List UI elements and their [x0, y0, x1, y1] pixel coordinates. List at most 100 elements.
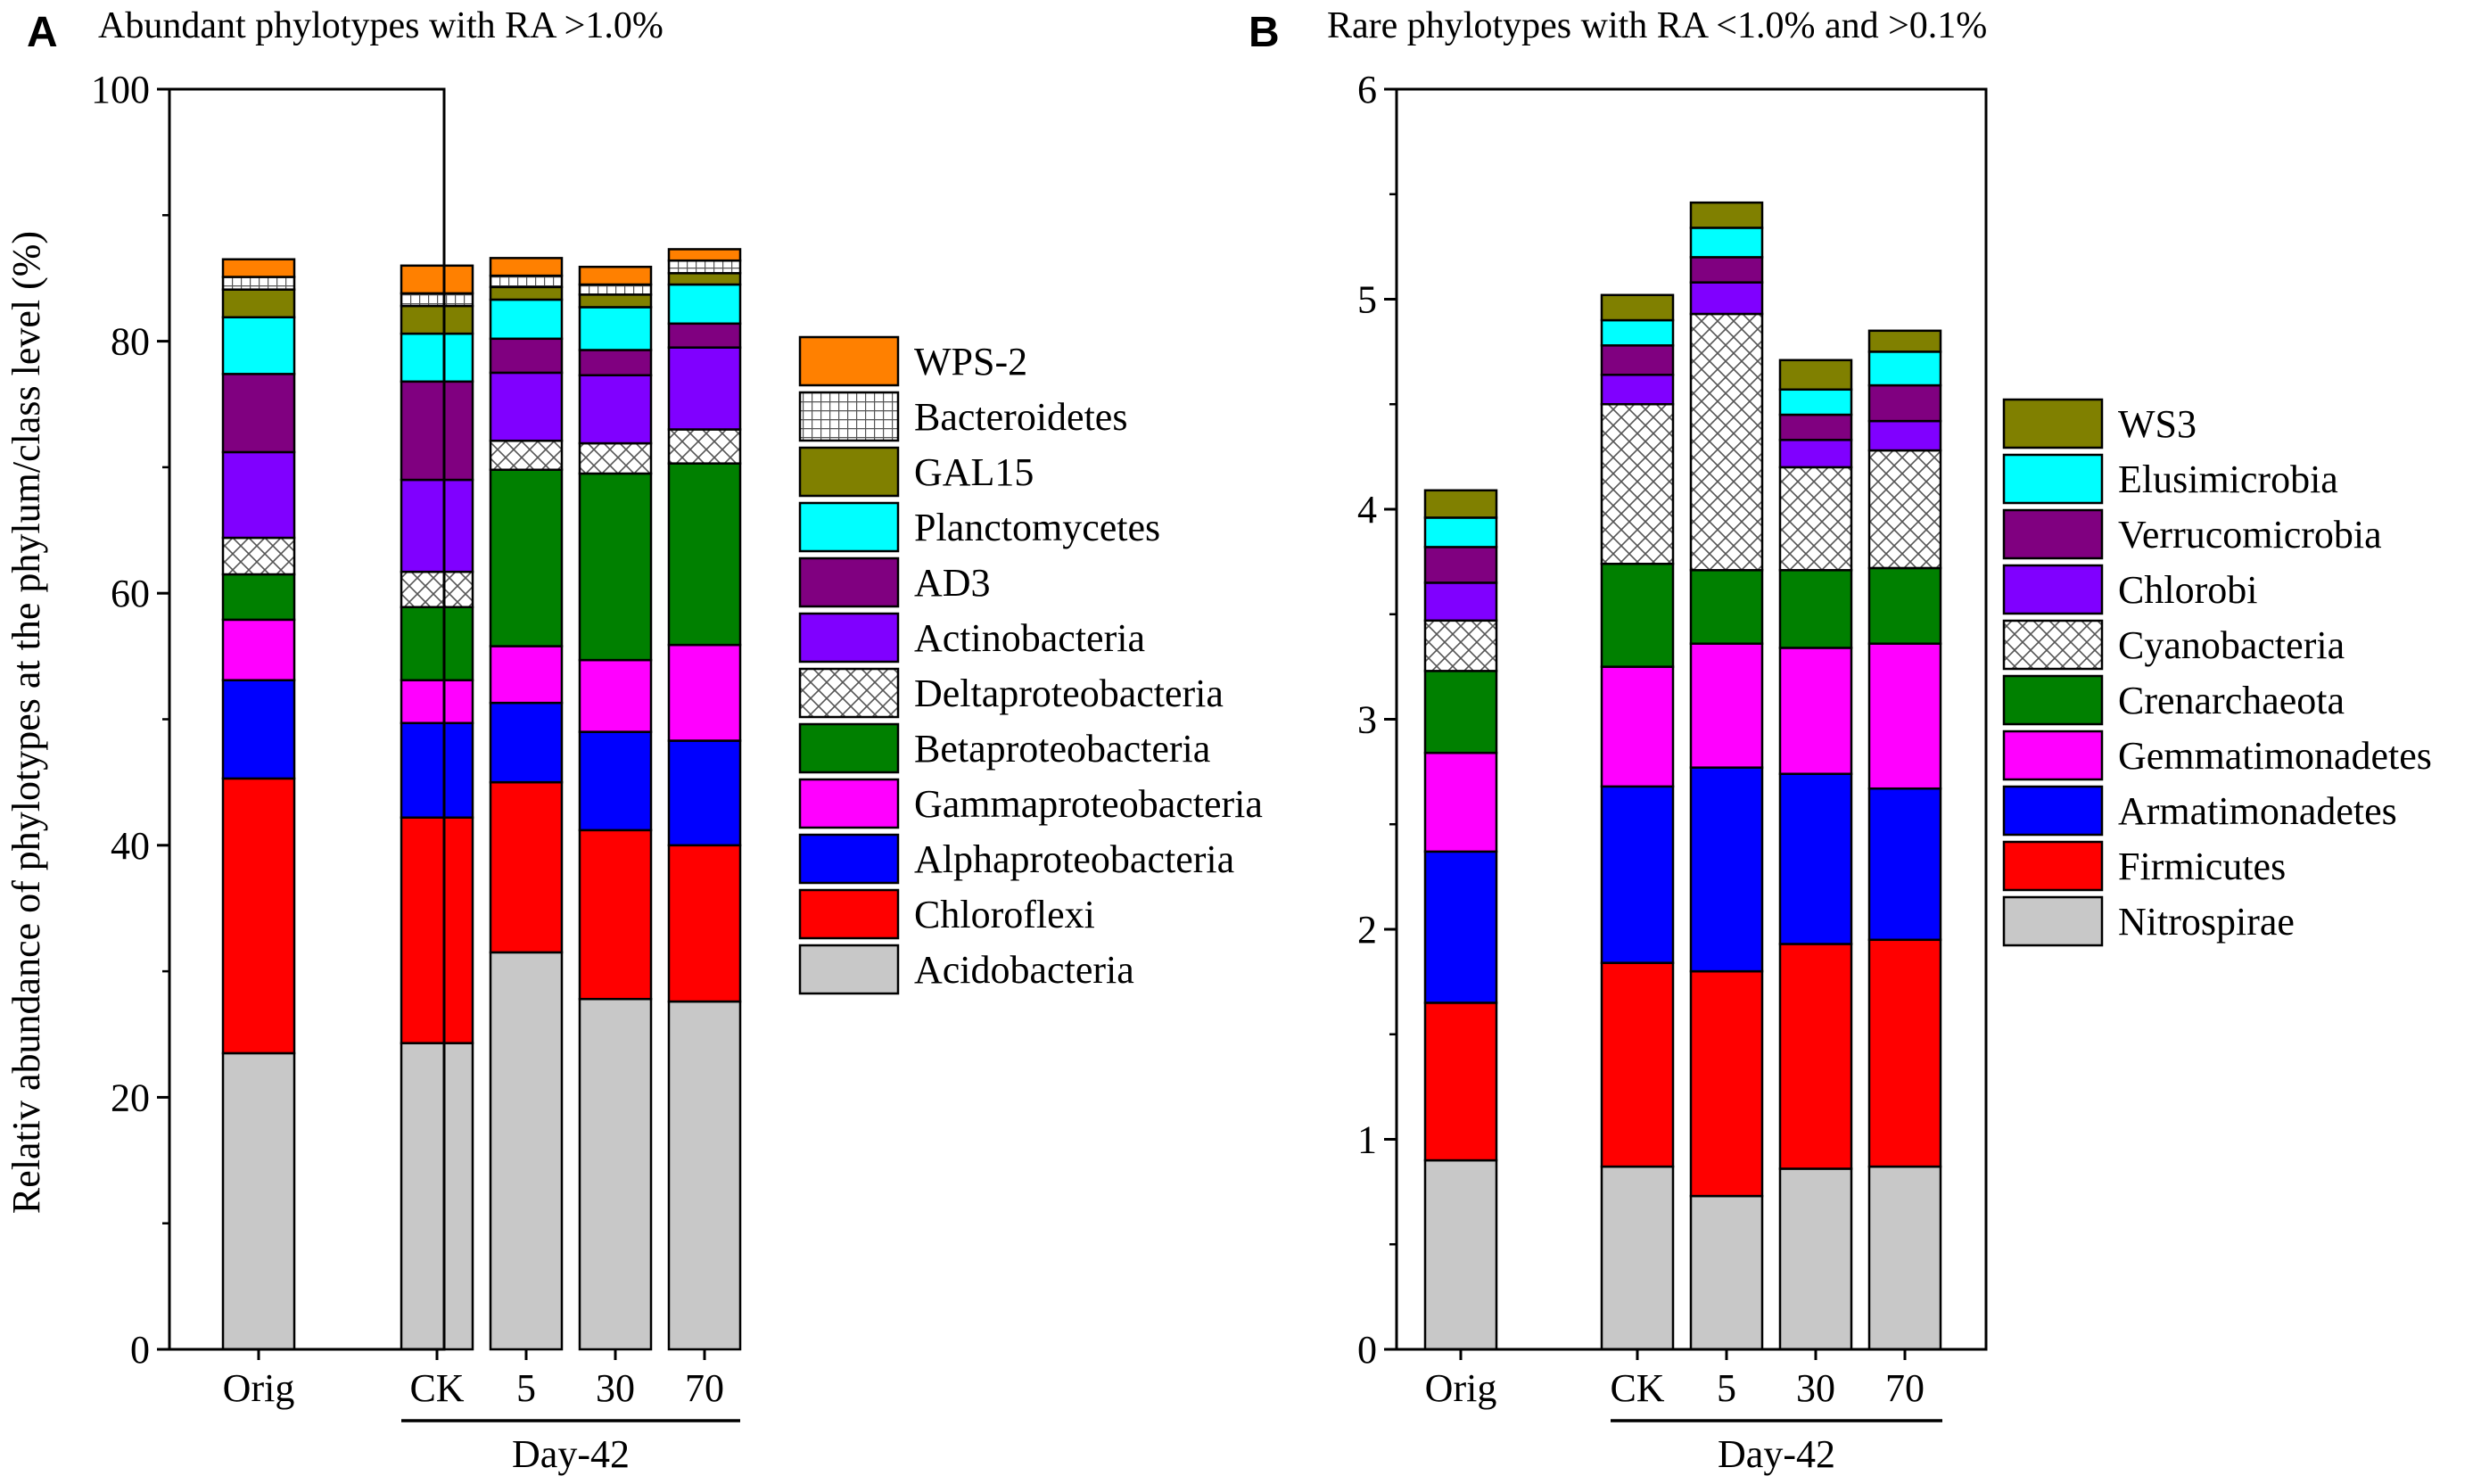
panel-b-x-category-label: Orig	[1425, 1366, 1497, 1410]
panel-a-legend-swatch-acidobacteria	[798, 944, 900, 995]
panel-b-bar-5-chlorobi	[1689, 281, 1764, 316]
panel-a-legend-label-chloroflexi: Chloroflexi	[914, 893, 1095, 936]
panel-b-bar-ck-gemmatimonadetes	[1600, 665, 1675, 788]
panel-b-bar-5-crenarchaeota	[1689, 569, 1764, 645]
panel-a-bar-30-gal15	[578, 293, 653, 309]
panel-a-legend-label-gal15: GAL15	[914, 450, 1034, 494]
panel-a-bar-30-gammaproteobacteria	[578, 658, 653, 733]
panel-a-x-category-label: 5	[516, 1366, 536, 1410]
panel-a-bar-orig-gammaproteobacteria	[221, 618, 296, 681]
panel-b-y-tick-label: 6	[1357, 68, 1377, 111]
panel-a-bar-70-betaproteobacteria	[667, 462, 742, 647]
panel-a-bar-5-betaproteobacteria	[489, 468, 564, 647]
panel-b-legend-swatch-crenarchaeota	[2002, 674, 2104, 726]
panel-b-legend-label-ws3: WS3	[2118, 402, 2197, 446]
panel-a-label: A	[27, 9, 58, 56]
panel-b-bar-ck-cyanobacteria	[1600, 403, 1675, 565]
panel-a-bar-30-bacteroidetes	[578, 283, 653, 296]
panel-a-bar-30-wps-2	[578, 265, 653, 286]
panel-b-bar-5-gemmatimonadetes	[1689, 642, 1764, 769]
panel-b-bar-ck-firmicutes	[1600, 961, 1675, 1168]
panel-b-bar-orig-verrucomicrobia	[1423, 546, 1498, 584]
panel-a-bar-70-chloroflexi	[667, 844, 742, 1003]
panel-a-legend-label-alphaproteobacteria: Alphaproteobacteria	[914, 837, 1234, 881]
panel-a-bar-70-gal15	[667, 272, 742, 286]
panel-b-bar-5-cyanobacteria	[1689, 312, 1764, 572]
panel-b-bar-orig-elusimicrobia	[1423, 516, 1498, 548]
panel-b-x-category-label: 30	[1796, 1366, 1835, 1410]
panel-b-group-label: Day-42	[1718, 1432, 1835, 1476]
panel-b-x-category-label: 70	[1885, 1366, 1925, 1410]
panel-a-legend-swatch-ad3	[798, 556, 900, 608]
panel-b-legend-swatch-cyanobacteria	[2002, 619, 2104, 671]
panel-a-bar-orig-planctomycetes	[221, 316, 296, 375]
panel-a-bar-5-alphaproteobacteria	[489, 701, 564, 784]
panel-a-legend-label-acidobacteria: Acidobacteria	[914, 948, 1134, 992]
panel-a-x-category-label: 70	[685, 1366, 724, 1410]
panel-a-bar-ck-betaproteobacteria	[400, 606, 474, 681]
panel-b-legend-swatch-firmicutes	[2002, 840, 2104, 892]
panel-a-bar-5-actinobacteria	[489, 371, 564, 442]
panel-b-legend-label-elusimicrobia: Elusimicrobia	[2118, 458, 2338, 501]
panel-a-x-category-label: CK	[409, 1366, 464, 1410]
panel-b-bar-ck-ws3	[1600, 293, 1675, 322]
panel-b-bar-orig-firmicutes	[1423, 1002, 1498, 1162]
panel-a-bar-30-ad3	[578, 349, 653, 377]
panel-b-x-category-label: 5	[1717, 1366, 1736, 1410]
panel-a-bar-5-wps-2	[489, 257, 564, 277]
panel-a-legend-swatch-alphaproteobacteria	[798, 833, 900, 885]
panel-a-bar-orig-gal15	[221, 288, 296, 319]
panel-a-legend-swatch-wps-2	[798, 335, 900, 387]
panel-a-bar-5-gammaproteobacteria	[489, 645, 564, 705]
panel-b-legend-swatch-ws3	[2002, 398, 2104, 449]
panel-b-legend-swatch-gemmatimonadetes	[2002, 730, 2104, 781]
panel-a-bar-ck-chloroflexi	[400, 816, 474, 1044]
panel-b-bar-70-chlorobi	[1867, 419, 1942, 452]
panel-b-plot: 0 1 2 3 4 5 6 Orig CK 5 30 70 Day-42	[1357, 68, 1988, 1476]
panel-a-bar-30-chloroflexi	[578, 829, 653, 1001]
panel-a-bar-ck-wps-2	[400, 264, 474, 295]
panel-a-bar-orig-betaproteobacteria	[221, 573, 296, 622]
panel-b-x-category-label: CK	[1610, 1366, 1664, 1410]
panel-b-y-tick-label: 2	[1357, 908, 1377, 952]
panel-a-bar-orig-chloroflexi	[221, 777, 296, 1055]
panel-a-legend-label-deltaproteobacteria: Deltaproteobacteria	[914, 672, 1224, 715]
panel-a-bar-5-ad3	[489, 337, 564, 375]
panel-a-title: Abundant phylotypes with RA >1.0%	[98, 5, 664, 46]
panel-b-bar-70-verrucomicrobia	[1867, 383, 1942, 423]
panel-a-bar-ck-bacteroidetes	[400, 292, 474, 308]
panel-b-legend-label-crenarchaeota: Crenarchaeota	[2118, 679, 2345, 722]
panel-a-y-axis-label: Relativ abundance of phylotypes at the p…	[4, 231, 48, 1214]
panel-b-bar-5-firmicutes	[1689, 969, 1764, 1198]
panel-a-legend-swatch-bacteroidetes	[798, 391, 900, 442]
panel-b-legend-label-cyanobacteria: Cyanobacteria	[2118, 623, 2345, 667]
panel-b-bar-70-crenarchaeota	[1867, 566, 1942, 645]
panel-a-bar-30-deltaproteobacteria	[578, 441, 653, 475]
panel-b-bar-70-ws3	[1867, 329, 1942, 353]
panel-a-legend-label-actinobacteria: Actinobacteria	[914, 616, 1145, 660]
panel-a-legend-label-planctomycetes: Planctomycetes	[914, 506, 1160, 549]
panel-b-legend-label-chlorobi: Chlorobi	[2118, 568, 2257, 612]
panel-b-bar-70-armatimonadetes	[1867, 787, 1942, 942]
panel-a-bar-orig-ad3	[221, 373, 296, 454]
panel-a-bar-30-acidobacteria	[578, 997, 653, 1351]
panel-a-legend-swatch-planctomycetes	[798, 501, 900, 553]
panel-a-bar-5-acidobacteria	[489, 951, 564, 1351]
panel-a-bar-orig-wps-2	[221, 258, 296, 278]
panel-b-bar-70-cyanobacteria	[1867, 449, 1942, 570]
panel-b-bar-30-firmicutes	[1778, 943, 1853, 1170]
panel-b-bar-70-nitrospirae	[1867, 1165, 1942, 1351]
panel-a: A Abundant phylotypes with RA >1.0% Rela…	[4, 5, 1263, 1476]
panel-b-bar-5-nitrospirae	[1689, 1194, 1764, 1351]
panel-b-bar-ck-elusimicrobia	[1600, 318, 1675, 347]
panel-b-bar-ck-crenarchaeota	[1600, 562, 1675, 668]
panel-b-bar-5-verrucomicrobia	[1689, 256, 1764, 284]
panel-a-bar-ck-ad3	[400, 380, 474, 482]
panel-b-bar-5-armatimonadetes	[1689, 766, 1764, 973]
panel-a-y-tick-label: 80	[111, 320, 150, 364]
panel-b-bar-ck-armatimonadetes	[1600, 785, 1675, 964]
panel-a-bar-5-chloroflexi	[489, 780, 564, 954]
panel-b-bar-ck-nitrospirae	[1600, 1165, 1675, 1351]
panel-a-y-tick-label: 20	[111, 1076, 150, 1119]
